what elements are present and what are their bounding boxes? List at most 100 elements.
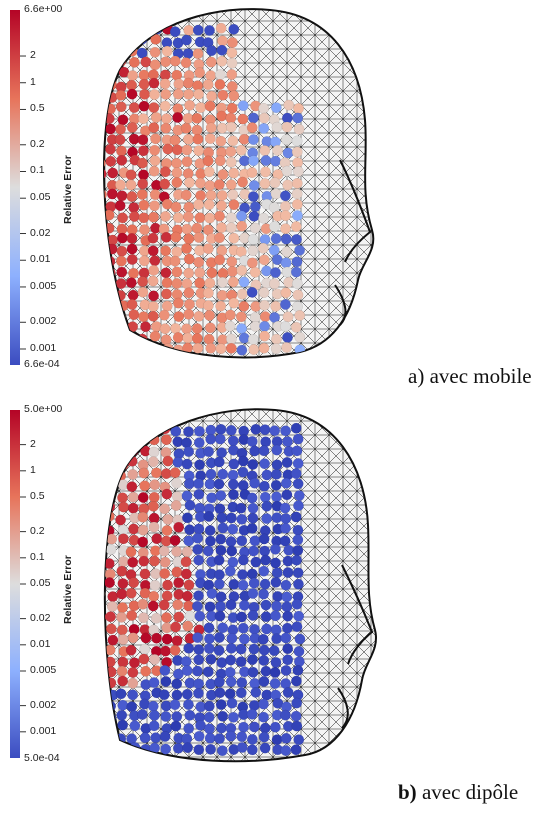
error-sphere bbox=[170, 323, 181, 334]
error-sphere bbox=[106, 600, 118, 612]
error-sphere bbox=[247, 458, 259, 470]
error-sphere bbox=[228, 90, 240, 102]
error-sphere bbox=[147, 300, 159, 312]
error-sphere bbox=[246, 568, 258, 580]
error-sphere bbox=[103, 189, 107, 201]
error-sphere bbox=[103, 35, 105, 47]
error-sphere bbox=[203, 622, 215, 634]
error-sphere bbox=[161, 488, 173, 500]
error-sphere bbox=[171, 566, 183, 578]
error-sphere bbox=[247, 512, 259, 524]
error-sphere bbox=[104, 678, 108, 690]
error-sphere bbox=[203, 333, 215, 345]
error-sphere bbox=[236, 535, 248, 547]
error-sphere bbox=[115, 23, 127, 35]
error-sphere bbox=[115, 55, 127, 67]
colorbar-tick-label: 0.05 bbox=[30, 577, 51, 589]
error-sphere bbox=[117, 602, 128, 613]
error-sphere bbox=[104, 45, 115, 57]
error-sphere bbox=[172, 456, 184, 468]
error-sphere bbox=[182, 168, 194, 179]
error-sphere bbox=[247, 502, 259, 514]
error-sphere bbox=[236, 220, 248, 232]
error-sphere bbox=[193, 256, 205, 268]
error-sphere bbox=[237, 455, 249, 467]
error-sphere bbox=[206, 45, 218, 57]
error-sphere bbox=[204, 309, 215, 321]
error-sphere bbox=[225, 156, 237, 168]
error-sphere bbox=[161, 113, 172, 125]
error-sphere bbox=[228, 489, 239, 501]
error-sphere bbox=[280, 257, 292, 269]
error-sphere bbox=[246, 436, 258, 447]
error-sphere bbox=[193, 744, 205, 756]
error-sphere bbox=[149, 479, 161, 491]
error-sphere bbox=[291, 177, 303, 189]
error-sphere bbox=[293, 734, 305, 746]
error-sphere bbox=[115, 688, 127, 700]
error-sphere bbox=[213, 554, 225, 566]
error-sphere bbox=[193, 678, 205, 690]
error-sphere bbox=[203, 166, 215, 178]
error-sphere bbox=[258, 533, 270, 545]
error-sphere bbox=[294, 244, 306, 256]
error-sphere bbox=[184, 524, 196, 536]
colorbar-tick-label: 0.002 bbox=[30, 698, 57, 711]
head-mesh-a bbox=[103, 8, 375, 359]
error-sphere bbox=[180, 568, 192, 580]
error-sphere bbox=[192, 342, 204, 354]
error-sphere bbox=[261, 265, 273, 277]
error-sphere bbox=[280, 200, 291, 212]
error-sphere bbox=[159, 78, 171, 90]
error-sphere bbox=[246, 167, 258, 178]
error-sphere bbox=[217, 710, 229, 722]
error-sphere bbox=[94, 501, 104, 511]
error-sphere bbox=[103, 91, 106, 103]
error-sphere bbox=[261, 469, 273, 481]
error-sphere bbox=[280, 477, 292, 489]
error-sphere bbox=[191, 600, 203, 612]
error-sphere bbox=[237, 579, 249, 591]
error-sphere bbox=[159, 323, 171, 335]
error-sphere bbox=[103, 69, 107, 81]
colorbar-tick-label: 0.001 bbox=[30, 341, 57, 354]
colorbar-title-b: Relative Error bbox=[62, 555, 74, 624]
error-sphere bbox=[225, 121, 237, 133]
error-sphere bbox=[149, 59, 161, 71]
error-sphere bbox=[159, 664, 171, 676]
error-sphere bbox=[128, 211, 140, 222]
error-sphere bbox=[228, 199, 240, 211]
error-sphere bbox=[224, 320, 236, 332]
error-sphere bbox=[292, 166, 304, 178]
error-sphere bbox=[294, 633, 306, 645]
error-sphere bbox=[282, 654, 294, 666]
error-sphere bbox=[215, 300, 227, 312]
colorbar-tick-label: 0.1 bbox=[30, 164, 45, 177]
error-sphere bbox=[149, 189, 161, 200]
error-sphere bbox=[291, 233, 303, 245]
error-sphere bbox=[172, 88, 184, 100]
error-sphere bbox=[246, 492, 258, 504]
error-sphere bbox=[182, 211, 194, 223]
error-sphere bbox=[180, 556, 192, 568]
error-sphere bbox=[235, 144, 247, 156]
error-sphere bbox=[270, 656, 282, 668]
error-sphere bbox=[170, 231, 182, 243]
error-sphere bbox=[280, 425, 292, 437]
error-sphere bbox=[283, 544, 295, 556]
error-sphere bbox=[248, 112, 259, 124]
error-sphere bbox=[94, 469, 104, 479]
error-sphere bbox=[103, 25, 115, 37]
error-sphere bbox=[159, 166, 171, 178]
error-sphere bbox=[126, 88, 138, 100]
error-sphere bbox=[127, 468, 139, 480]
error-sphere bbox=[183, 233, 195, 245]
error-sphere bbox=[181, 278, 193, 290]
error-sphere bbox=[248, 545, 260, 557]
error-sphere bbox=[290, 744, 302, 756]
error-sphere bbox=[171, 167, 183, 179]
error-sphere bbox=[258, 731, 270, 743]
error-sphere bbox=[191, 332, 203, 344]
error-sphere bbox=[150, 467, 162, 479]
error-sphere bbox=[226, 632, 238, 644]
